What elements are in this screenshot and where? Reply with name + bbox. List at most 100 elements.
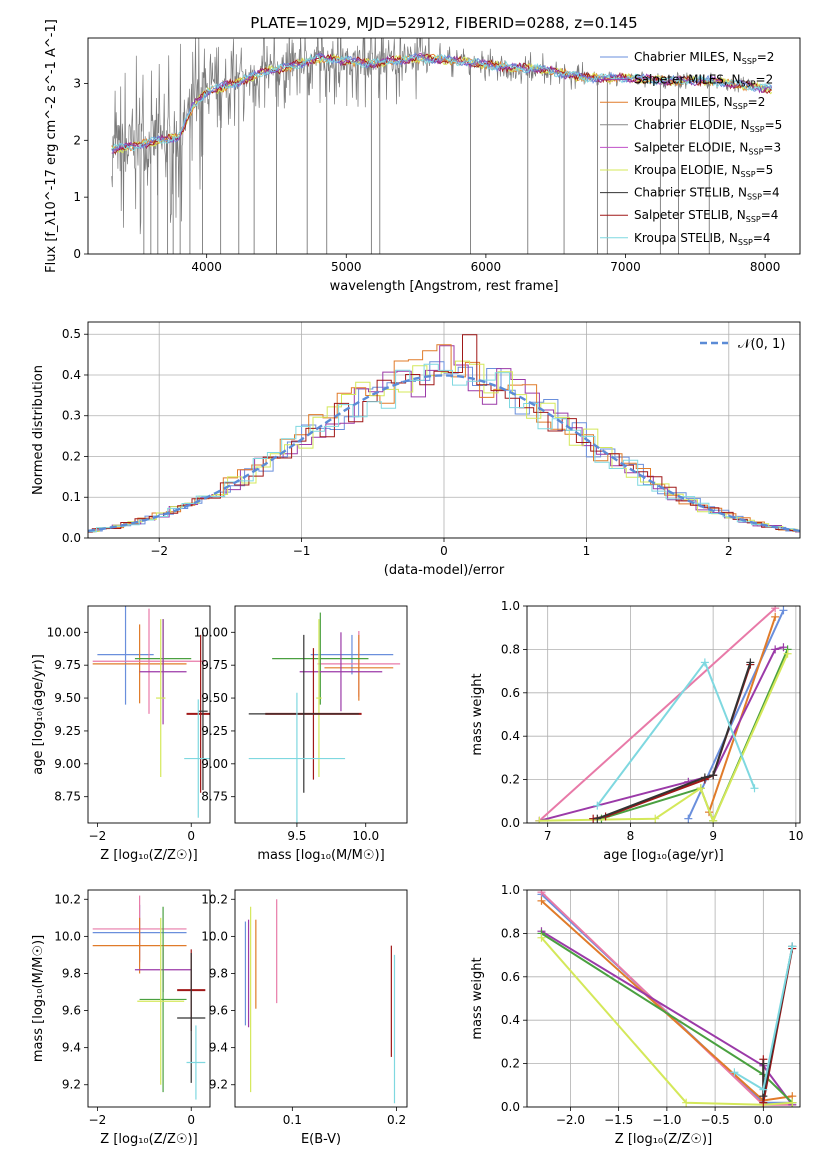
legend-sub: SSP [741, 80, 756, 89]
errorbar-point [272, 612, 369, 705]
axes-frame [87, 321, 801, 539]
legend-suffix: =2 [756, 73, 774, 87]
normal-curve [88, 374, 800, 533]
x-axis-label: wavelength [Angstrom, rest frame] [330, 279, 559, 294]
legend-label: 𝒩(0, 1) [738, 337, 785, 352]
plot-area [92, 606, 210, 818]
y-tick-label: 0.0 [501, 816, 520, 830]
weight-line [593, 664, 752, 820]
legend-sub: SSP [746, 215, 761, 224]
y-tick-label: 0.6 [501, 686, 520, 700]
x-tick-label: 9 [709, 829, 717, 843]
legend-sub: SSP [741, 170, 756, 179]
plus-marker [771, 606, 780, 613]
panel-mass-vs-ebv: 0.1 0.2 9.2 9.4 9.6 9.8 10.0 10.2 E(B-V) [201, 889, 408, 1147]
errorbar-point [316, 619, 322, 777]
plus-marker [730, 1068, 739, 1077]
plot-area [111, 38, 773, 254]
legend-suffix: =5 [756, 163, 774, 177]
x-tick-label: 0.1 [283, 1113, 302, 1127]
y-tick-label: 9.75 [54, 658, 81, 672]
x-axis-label: E(B-V) [301, 1132, 341, 1147]
errorbar-point [186, 1025, 206, 1100]
plus-marker [788, 1098, 797, 1107]
x-axis-label: Z [log₁₀(Z/Z☉)] [100, 848, 197, 863]
errorbar-point [139, 906, 187, 1093]
y-tick-label: 0 [73, 247, 81, 261]
legend-label: Salpeter ELODIE, NSSP=3 [634, 140, 781, 156]
errorbar-point [92, 917, 187, 974]
plus-marker [684, 814, 693, 823]
plus-marker [771, 645, 780, 654]
panel-age-vs-Z: −2 0 8.75 9.00 9.25 9.50 9.75 10.00 Z [log₁₀(Z/Z… [31, 605, 211, 863]
y-tick-label: 9.8 [209, 966, 228, 980]
x-tick-label: 0 [440, 544, 448, 558]
panel-age-vs-mass: 9.5 10.0 8.75 9.00 9.25 9.50 9.75 10.00 mass [lo… [194, 605, 408, 863]
plus-marker [593, 814, 602, 823]
legend-sub: SSP [748, 147, 763, 156]
axes-frame [87, 37, 801, 255]
plus-marker [771, 612, 780, 621]
y-tick-label: 9.50 [54, 691, 81, 705]
errorbar-point [92, 608, 206, 714]
legend-sub: SSP [750, 125, 765, 134]
x-tick-label: 6000 [471, 260, 502, 274]
histogram-series [88, 345, 800, 533]
y-tick-label: 3 [73, 76, 81, 90]
y-tick-label: 8.75 [201, 790, 228, 804]
x-tick-label: −2 [89, 829, 107, 843]
y-tick-label: 9.6 [209, 1004, 228, 1018]
y-axis-label: mass weight [470, 957, 485, 1039]
data-spectrum-line [111, 38, 772, 235]
plot-area [244, 899, 396, 1104]
y-tick-label: 9.75 [201, 658, 228, 672]
legend-sub: SSP [747, 193, 762, 202]
axes-frame [526, 605, 801, 824]
legend-label: Chabrier ELODIE, NSSP=5 [634, 118, 782, 134]
x-tick-label: 8 [627, 829, 635, 843]
errorbar-point [186, 634, 210, 793]
y-tick-label: 10.0 [201, 929, 228, 943]
y-tick-label: 10.00 [47, 625, 81, 639]
plus-marker [535, 816, 544, 823]
y-tick-label: 9.6 [62, 1004, 81, 1018]
x-tick-label: 0 [187, 829, 195, 843]
y-tick-label: 9.00 [201, 757, 228, 771]
model-line-2 [111, 53, 773, 152]
panel-residuals: −2 −1 0 1 2 0.0 0.1 0.2 0.3 0.4 0.5 (data-model)/er… [31, 321, 801, 578]
legend-label: Salpeter STELIB, NSSP=4 [634, 208, 778, 224]
plot-area [88, 322, 800, 538]
panel-weight-vs-Z: −2.0 −1.5 −1.0 −0.5 0.0 0.0 0.2 0.4 0.6 0.8 1.0 Z [… [470, 883, 801, 1147]
x-tick-label: −1 [293, 544, 311, 558]
plot-area [527, 606, 800, 823]
plot-area [527, 890, 800, 1107]
y-tick-label: 0.5 [62, 327, 81, 341]
x-tick-label: 4000 [191, 260, 222, 274]
legend-label: Chabrier STELIB, NSSP=4 [634, 186, 780, 202]
y-tick-label: 10.00 [194, 625, 228, 639]
y-tick-label: 2 [73, 133, 81, 147]
plus-marker [746, 658, 755, 667]
y-tick-label: 1.0 [501, 599, 520, 613]
axes-frame [526, 889, 801, 1108]
plus-marker [709, 771, 718, 780]
x-tick-label: −1.5 [604, 1113, 633, 1127]
y-tick-label: 0.0 [501, 1100, 520, 1114]
plus-marker [779, 643, 788, 652]
errorbar-point [299, 632, 383, 712]
x-tick-label: 5000 [331, 260, 362, 274]
model-line-8 [111, 53, 773, 152]
y-tick-label: 10.2 [54, 892, 81, 906]
plus-marker [750, 784, 759, 793]
weight-line [596, 662, 752, 820]
y-tick-label: 0.8 [501, 926, 520, 940]
y-tick-label: 0.4 [501, 729, 520, 743]
y-tick-label: 1.0 [501, 883, 520, 897]
legend-suffix: =4 [753, 231, 771, 245]
y-axis-label: Normed distribution [31, 365, 46, 495]
plus-marker [783, 649, 792, 658]
legend-suffix: =4 [761, 208, 779, 222]
weight-line [538, 607, 776, 822]
y-tick-label: 0.2 [501, 1057, 520, 1071]
y-tick-label: 9.2 [209, 1078, 228, 1092]
